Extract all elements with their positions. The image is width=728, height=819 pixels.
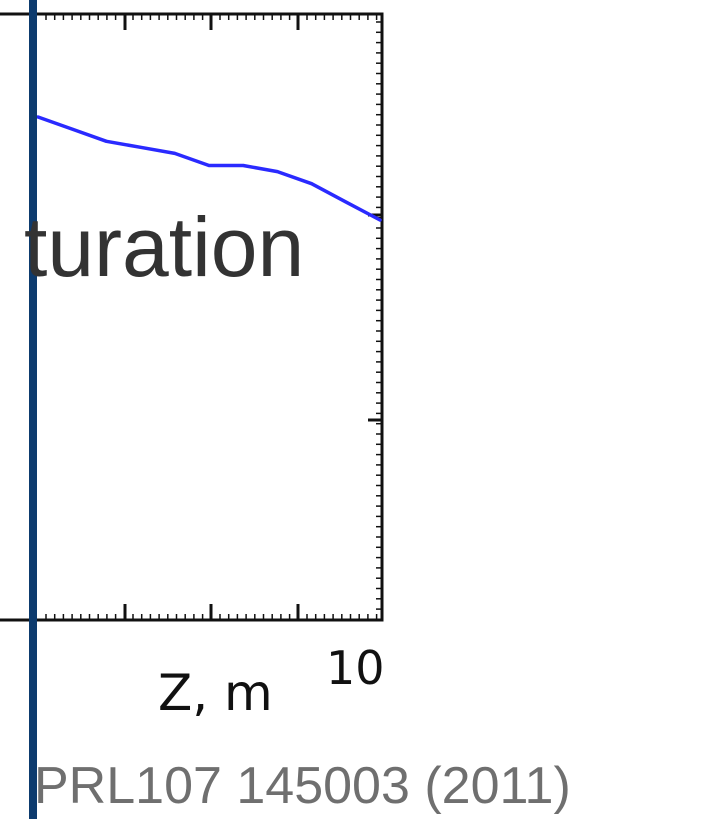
data-point xyxy=(378,218,382,222)
data-point xyxy=(207,164,211,167)
data-point xyxy=(310,182,314,186)
data-point xyxy=(36,115,40,119)
series-points xyxy=(36,115,382,222)
data-point xyxy=(104,139,108,143)
x-tick-label-10: 10 xyxy=(326,641,385,695)
data-point xyxy=(173,151,177,155)
data-point xyxy=(139,145,143,149)
overlay-label: turation xyxy=(24,200,305,294)
axis-ticks xyxy=(45,14,382,621)
left-border-bar xyxy=(29,0,37,819)
x-axis-label: Z, m xyxy=(158,664,273,722)
data-point xyxy=(275,170,279,174)
data-point xyxy=(241,164,245,167)
data-point xyxy=(344,200,348,204)
citation-text: PRL107 145003 (2011) xyxy=(34,757,571,815)
plot-frame xyxy=(0,12,384,622)
data-point xyxy=(70,127,74,131)
